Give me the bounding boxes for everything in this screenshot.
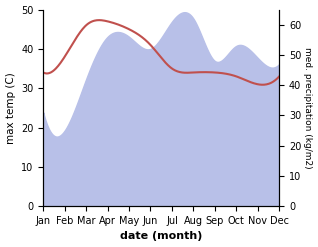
Y-axis label: med. precipitation (kg/m2): med. precipitation (kg/m2) <box>303 47 313 169</box>
Y-axis label: max temp (C): max temp (C) <box>5 72 16 144</box>
X-axis label: date (month): date (month) <box>120 231 203 242</box>
